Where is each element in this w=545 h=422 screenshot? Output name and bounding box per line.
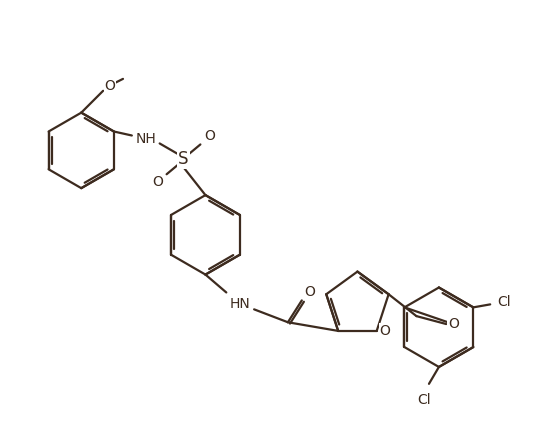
Text: O: O <box>304 285 315 300</box>
Text: Cl: Cl <box>417 393 431 407</box>
Text: NH: NH <box>135 133 156 146</box>
Text: O: O <box>105 79 116 93</box>
Text: Cl: Cl <box>497 295 511 309</box>
Text: O: O <box>152 175 163 189</box>
Text: O: O <box>204 130 215 143</box>
Text: O: O <box>379 324 390 338</box>
Text: O: O <box>448 317 459 331</box>
Text: HN: HN <box>230 298 251 311</box>
Text: S: S <box>178 150 189 168</box>
